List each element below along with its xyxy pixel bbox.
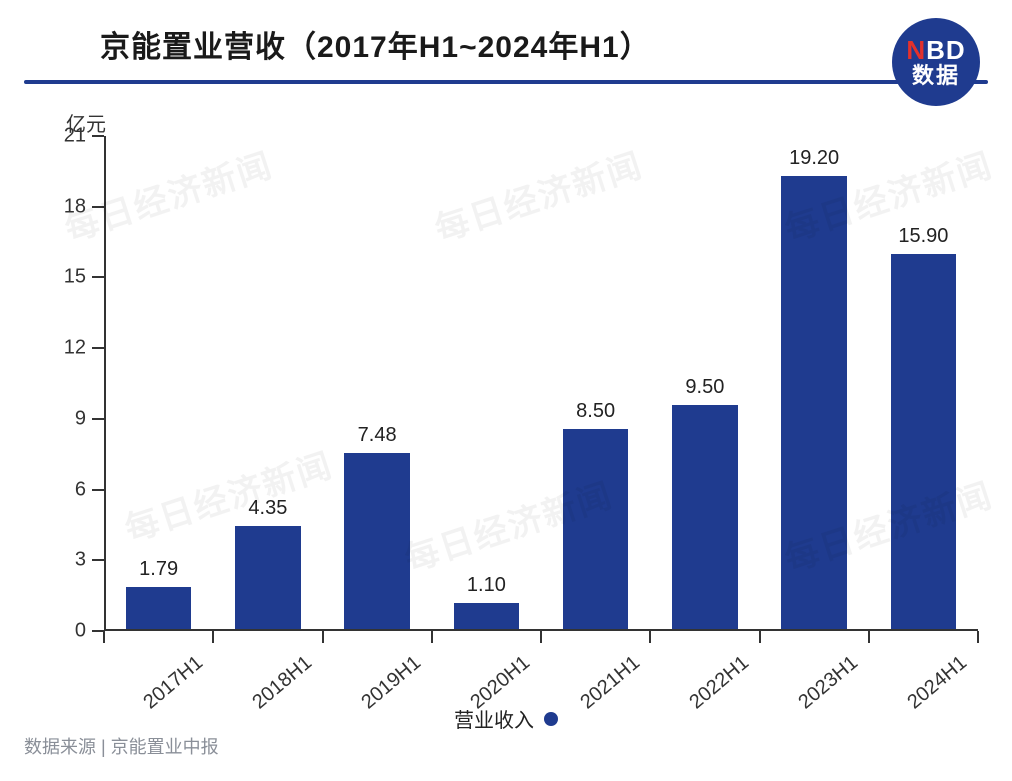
- logo-line2: 数据: [912, 64, 960, 87]
- x-tick: [649, 631, 651, 643]
- x-tick: [103, 631, 105, 643]
- bar: 1.10: [454, 603, 520, 629]
- y-tick-label: 12: [64, 337, 104, 360]
- bar-value-label: 8.50: [576, 400, 615, 423]
- logo-n: N: [906, 35, 926, 65]
- header: 京能置业营收（2017年H1~2024年H1） NBD 数据: [0, 0, 1012, 84]
- y-axis-line: [104, 136, 106, 631]
- logo-bd: BD: [926, 35, 966, 65]
- x-tick: [322, 631, 324, 643]
- legend: 营业收入: [0, 704, 1012, 733]
- bar: 4.35: [235, 526, 301, 629]
- bar-value-label: 15.90: [898, 225, 948, 248]
- bar: 9.50: [672, 405, 738, 629]
- legend-label: 营业收入: [454, 704, 534, 733]
- plot-area: 0369121518211.792017H14.352018H17.482019…: [104, 136, 978, 631]
- x-tick: [977, 631, 979, 643]
- data-source: 数据来源 | 京能置业中报: [24, 733, 219, 759]
- bar: 8.50: [563, 429, 629, 629]
- x-tick: [540, 631, 542, 643]
- x-tick: [431, 631, 433, 643]
- y-tick-label: 15: [64, 266, 104, 289]
- bar-value-label: 7.48: [358, 424, 397, 447]
- bar-value-label: 4.35: [248, 497, 287, 520]
- chart-title: 京能置业营收（2017年H1~2024年H1）: [0, 22, 1012, 66]
- logo-line1: NBD: [906, 37, 965, 64]
- y-tick-label: 18: [64, 195, 104, 218]
- bar: 15.90: [891, 254, 957, 629]
- bar: 19.20: [781, 176, 847, 629]
- legend-marker: [544, 712, 558, 726]
- logo-badge: NBD 数据: [892, 18, 980, 106]
- bar-value-label: 19.20: [789, 147, 839, 170]
- title-underline: [24, 80, 988, 84]
- y-tick-label: 9: [75, 407, 104, 430]
- y-tick-label: 6: [75, 478, 104, 501]
- bar: 1.79: [126, 587, 192, 629]
- chart-area: 亿元 0369121518211.792017H14.352018H17.482…: [24, 112, 988, 691]
- y-tick-label: 0: [75, 620, 104, 643]
- y-tick-label: 21: [64, 125, 104, 148]
- x-tick: [212, 631, 214, 643]
- bar-value-label: 9.50: [685, 376, 724, 399]
- bar-value-label: 1.79: [139, 558, 178, 581]
- y-tick-label: 3: [75, 549, 104, 572]
- x-tick: [868, 631, 870, 643]
- bar-value-label: 1.10: [467, 574, 506, 597]
- x-tick: [759, 631, 761, 643]
- bar: 7.48: [344, 453, 410, 629]
